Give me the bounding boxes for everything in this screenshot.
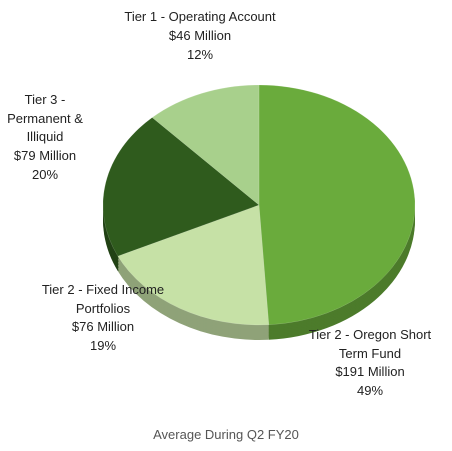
slice-label: Tier 2 - Oregon Short Term Fund	[308, 327, 432, 361]
slice-amount: $76 Million	[71, 319, 135, 334]
slice-label: Tier 1 - Operating Account	[124, 9, 276, 24]
slice-percent: 19%	[89, 337, 117, 353]
slice-amount: $46 Million	[168, 28, 232, 43]
pie-slice	[117, 204, 270, 326]
slice-label: Tier 2 - Fixed Income Portfolios	[41, 282, 165, 316]
slice-percent: 12%	[186, 46, 214, 62]
chart-title: Average During Q2 FY20	[153, 427, 299, 442]
slice-amount: $191 Million	[335, 364, 405, 379]
pie-slice	[102, 117, 260, 257]
slice-amount: $79 Million	[13, 148, 77, 163]
pie-slice	[258, 84, 416, 326]
pie-slice	[151, 84, 260, 206]
slice-percent: 20%	[31, 166, 59, 182]
slice-percent: 49%	[356, 382, 384, 398]
slice-label: Tier 3 - Permanent & Illiquid	[7, 92, 83, 144]
